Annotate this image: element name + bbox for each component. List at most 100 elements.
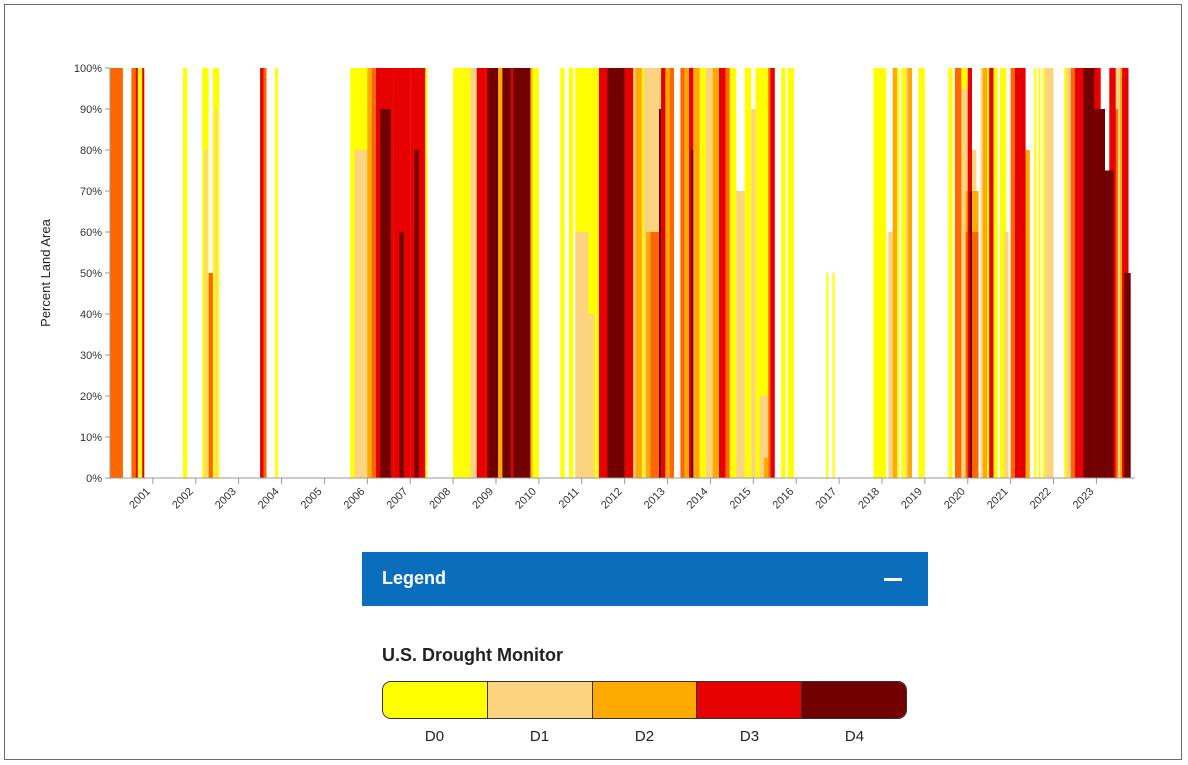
- band-d0-15: [568, 68, 574, 478]
- band-d4-7: [659, 109, 662, 478]
- band-d0-28: [832, 273, 835, 478]
- band-d0-3: [182, 68, 188, 478]
- band-d1-0: [204, 150, 208, 478]
- band-d2-16: [1025, 150, 1030, 478]
- drought-bands: [110, 68, 1131, 478]
- x-tick-label-2010: 2010: [513, 486, 539, 512]
- scale-swatch-d4: [802, 682, 906, 718]
- y-tick-label-7: 70%: [80, 186, 102, 198]
- band-d1-d2-16: [1113, 109, 1118, 478]
- band-d3-14: [770, 68, 775, 478]
- band-d0-36: [993, 68, 998, 478]
- y-tick-label-10: 100%: [74, 63, 102, 75]
- band-d4-2: [414, 150, 419, 478]
- scale-swatch-d0: [383, 682, 488, 718]
- band-d0-24: [755, 68, 771, 478]
- legend-header[interactable]: Legend: [362, 552, 928, 606]
- x-tick-label-2013: 2013: [642, 486, 668, 512]
- band-d3-6: [476, 68, 486, 478]
- band-d4-3: [487, 68, 499, 478]
- band-d1-1: [215, 109, 218, 478]
- band-d1-11: [759, 396, 769, 478]
- band-d1-d2-9: [680, 68, 685, 478]
- band-d4-1: [399, 232, 404, 478]
- band-d1-d2-12: [954, 68, 962, 478]
- x-tick-label-2009: 2009: [470, 486, 496, 512]
- y-tick-label-0: 0%: [86, 473, 102, 485]
- y-tick-label-8: 80%: [80, 145, 102, 157]
- band-d1-d2-13: [965, 232, 979, 478]
- band-d2-8: [693, 68, 700, 478]
- band-d3-9: [598, 68, 608, 478]
- scale-label-d3: D3: [739, 728, 760, 745]
- band-d1-19: [1066, 68, 1071, 478]
- band-d4-12: [1105, 170, 1114, 478]
- x-tick-label-2017: 2017: [813, 486, 839, 512]
- y-tick-label-9: 90%: [80, 104, 102, 116]
- band-d3-10: [624, 68, 634, 478]
- band-d0-27: [826, 273, 829, 478]
- band-d0-39: [1038, 68, 1041, 478]
- y-axis-title: Percent Land Area: [38, 218, 53, 326]
- band-d0-40: [1042, 68, 1045, 478]
- scale-swatch-d1: [487, 682, 593, 718]
- band-d0-22: [727, 68, 737, 478]
- band-d1-10: [751, 109, 756, 478]
- x-tick-label-2004: 2004: [256, 486, 282, 512]
- drought-scale-labels: D0 D1 D2 D3 D4: [382, 728, 907, 745]
- band-d1-12: [888, 232, 893, 478]
- band-d4-9: [969, 191, 972, 478]
- x-tick-label-2008: 2008: [427, 486, 453, 512]
- band-d0-23: [744, 68, 752, 478]
- scale-swatch-d2: [592, 682, 698, 718]
- band-d2-6: [665, 68, 672, 478]
- band-d3-0: [135, 68, 138, 478]
- band-d2-9: [712, 68, 724, 478]
- band-d0-31: [901, 68, 906, 478]
- band-d2-0: [367, 68, 372, 478]
- y-tick-label-1: 10%: [80, 432, 102, 444]
- band-d0-18: [639, 68, 644, 478]
- band-d1-d2-4: [371, 68, 376, 478]
- band-d1-d2-1: [131, 68, 136, 478]
- x-tick-label-2015: 2015: [728, 486, 754, 512]
- minus-icon[interactable]: [884, 578, 902, 581]
- band-d0-33: [948, 68, 953, 478]
- band-d1-d2-0: [110, 68, 123, 478]
- band-d0-35: [984, 68, 992, 478]
- band-d4-4: [502, 68, 511, 478]
- drought-monitor-title: U.S. Drought Monitor: [382, 645, 563, 665]
- band-d3-15: [967, 68, 972, 478]
- band-d0-11: [453, 68, 471, 478]
- band-d4-6: [607, 68, 625, 478]
- x-tick-label-2007: 2007: [385, 486, 411, 512]
- band-d4-0: [380, 109, 391, 478]
- band-d0-13: [532, 68, 539, 478]
- x-tick-label-2002: 2002: [170, 486, 196, 512]
- band-d2-12: [907, 68, 912, 478]
- band-d1-18: [1044, 68, 1054, 478]
- band-d4-11: [1094, 109, 1105, 478]
- x-tick-label-2016: 2016: [771, 486, 797, 512]
- x-tick-label-2011: 2011: [557, 486, 582, 511]
- band-d1-8: [706, 68, 713, 478]
- band-d1-5: [588, 314, 595, 478]
- x-tick-label-2012: 2012: [599, 486, 625, 512]
- legend-title: Legend: [382, 568, 447, 588]
- scale-label-d0: D0: [424, 728, 445, 745]
- x-tick-label-2021: 2021: [985, 486, 1011, 512]
- scale-swatch-d3: [697, 682, 803, 718]
- drought-chart: 0% 10% 20% 30% 40% 50% 60% 70% 80% 90% 100% 2001 200…: [38, 63, 1135, 512]
- y-tick-label-5: 50%: [80, 268, 102, 280]
- x-tick-label-2018: 2018: [856, 486, 882, 512]
- band-d1-d2-11: [768, 68, 773, 478]
- band-d2-14: [982, 68, 988, 478]
- band-d1-d2-14: [1010, 68, 1015, 478]
- scale-label-d1: D1: [529, 728, 550, 745]
- x-tick-label-2023: 2023: [1071, 486, 1097, 512]
- band-d0-21: [699, 68, 707, 478]
- band-d4-13: [1124, 273, 1131, 478]
- band-d2-7: [684, 68, 689, 478]
- y-tick-label-6: 60%: [80, 227, 102, 239]
- band-d1-d2-2: [208, 273, 213, 478]
